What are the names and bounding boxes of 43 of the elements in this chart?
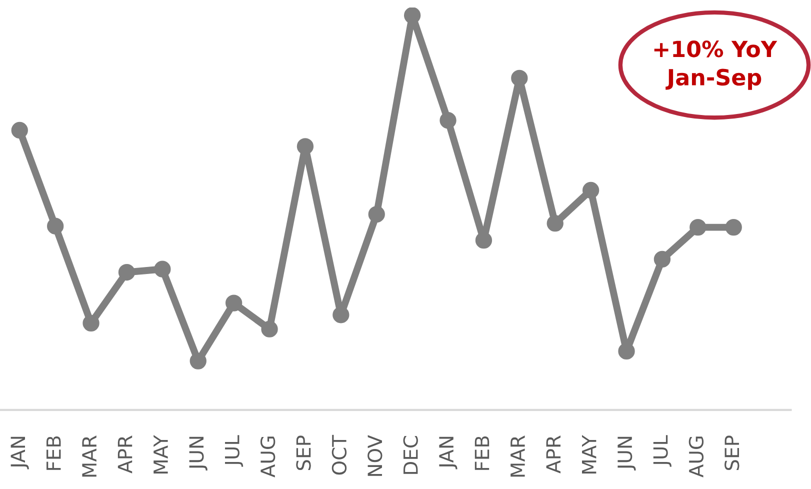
x-tick-label: JAN xyxy=(439,436,458,470)
x-tick-label: APR xyxy=(546,436,560,474)
point xyxy=(261,320,278,338)
point xyxy=(618,342,635,360)
point xyxy=(47,218,64,234)
point xyxy=(296,138,314,155)
x-tick-label: FEB xyxy=(474,436,490,470)
x-tick-label: AUG xyxy=(260,436,276,478)
x-tick-label: SEP xyxy=(724,436,740,470)
x-tick-label: MAR xyxy=(82,436,96,477)
point xyxy=(190,352,206,370)
annotation: +10% YoY Jan-Sep xyxy=(654,40,778,90)
x-tick-label: MAY xyxy=(154,434,168,474)
x-tick-label: MAR xyxy=(510,436,525,477)
x-tick-label: JUN xyxy=(618,436,636,470)
x-tick-label: SEP xyxy=(296,436,311,470)
x-tick-label: JUL xyxy=(225,435,244,467)
point xyxy=(440,112,456,129)
x-tick-label: AUG xyxy=(688,436,704,478)
point xyxy=(475,232,492,249)
x-tick-label: NOV xyxy=(368,435,382,476)
point xyxy=(725,218,742,236)
point xyxy=(690,218,706,236)
point xyxy=(118,264,136,281)
point xyxy=(368,206,385,223)
x-tick-label: JAN xyxy=(10,436,29,470)
x-tick-label: JUN xyxy=(189,436,208,470)
point xyxy=(11,122,28,139)
point xyxy=(511,70,528,86)
x-tick-label: JUL xyxy=(653,435,672,467)
point xyxy=(225,294,242,312)
point xyxy=(582,182,600,199)
x-tick-label: APR xyxy=(118,436,132,474)
point xyxy=(332,306,350,324)
point xyxy=(404,8,421,24)
x-tick-label: DEC xyxy=(403,436,418,474)
point xyxy=(654,250,671,268)
x-tick-label: FEB xyxy=(46,436,61,470)
x-tick-label: MAY xyxy=(582,434,596,474)
point xyxy=(546,215,564,232)
point xyxy=(154,260,171,278)
x-tick-label: OCT xyxy=(332,434,347,475)
point xyxy=(82,314,100,332)
